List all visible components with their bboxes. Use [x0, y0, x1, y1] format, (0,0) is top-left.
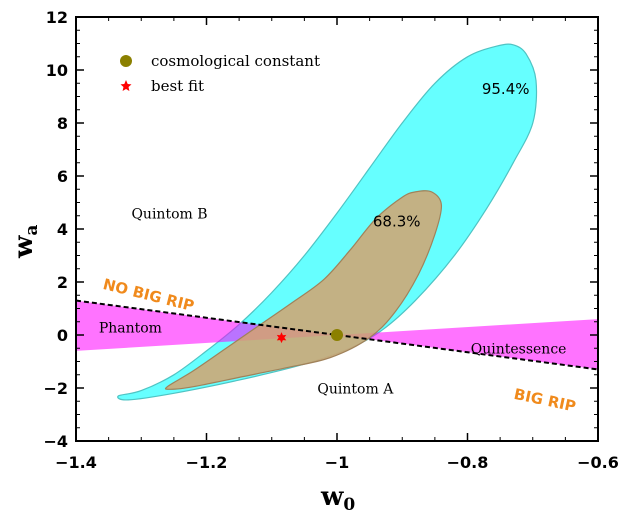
y-tick-label: −2: [43, 379, 68, 398]
y-tick-label: 0: [57, 326, 68, 345]
contour-68-region: [164, 190, 443, 390]
contour-label: 95.4%: [482, 80, 530, 98]
y-tick-label: 2: [57, 273, 68, 292]
legend-cosmological-constant-marker: [120, 55, 132, 67]
x-tick-label: −0.6: [577, 453, 619, 472]
x-tick-label: −1.4: [55, 453, 97, 472]
legend-best-fit-marker: [120, 80, 132, 91]
x-axis-label: w0: [320, 482, 355, 515]
x-tick-label: −1: [325, 453, 350, 472]
region-label: Phantom: [99, 320, 162, 336]
y-axis-label: wa: [9, 225, 42, 259]
legend-cosmological-constant-label: cosmological constant: [151, 52, 320, 70]
legend-best-fit-label: best fit: [151, 77, 204, 95]
legend: cosmological constant best fit: [120, 52, 320, 95]
region-label: Quintom B: [131, 206, 207, 222]
y-tick-label: 8: [57, 114, 68, 133]
region-label: Quintessence: [471, 342, 567, 358]
x-tick-label: −1.2: [186, 453, 228, 472]
y-tick-label: −4: [43, 432, 68, 451]
contour-label: 68.3%: [373, 212, 421, 230]
cosmological-constant-point: [331, 329, 343, 341]
y-tick-label: 4: [57, 220, 68, 239]
y-tick-label: 10: [46, 61, 68, 80]
rip-label: BIG RIP: [512, 385, 577, 416]
y-tick-label: 6: [57, 167, 68, 186]
best-fit-point: [276, 332, 287, 344]
y-tick-label: 12: [46, 8, 68, 27]
region-label: Quintom A: [317, 381, 394, 397]
x-tick-label: −0.8: [447, 453, 489, 472]
